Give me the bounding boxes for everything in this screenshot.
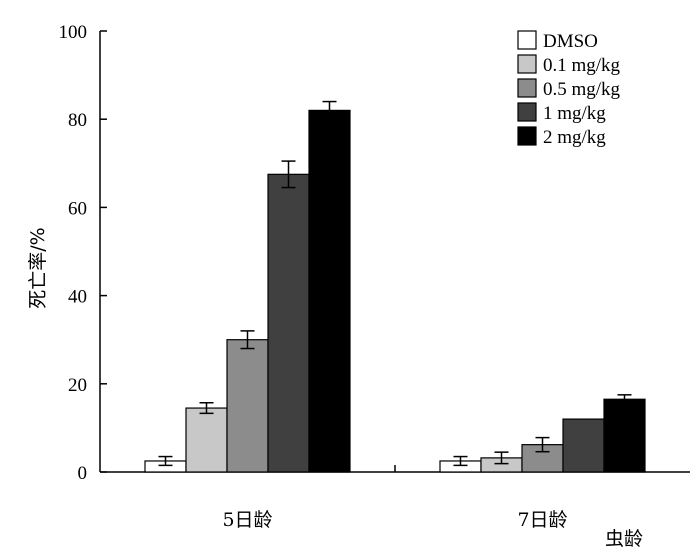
legend-swatch <box>517 102 537 122</box>
y-tick-label: 80 <box>68 110 87 131</box>
legend-label: 0.1 mg/kg <box>543 55 621 76</box>
legend-label: DMSO <box>543 31 598 52</box>
legend-swatch <box>517 54 537 74</box>
legend-swatch <box>517 78 537 98</box>
legend-label: 0.5 mg/kg <box>543 79 621 100</box>
bar <box>267 173 310 473</box>
y-tick-label: 100 <box>59 22 88 43</box>
legend-label: 2 mg/kg <box>543 127 606 148</box>
legend-label: 1 mg/kg <box>543 103 606 124</box>
bar-series: 5日龄 7日龄 <box>144 100 646 531</box>
y-axis-title: 死亡率/% <box>27 227 49 308</box>
y-tick-label: 20 <box>68 375 87 396</box>
legend: DMSO 0.1 mg/kg 0.5 mg/kg 1 mg/kg 2 mg/kg <box>517 30 621 148</box>
bar <box>603 398 646 473</box>
bar <box>562 418 605 473</box>
legend-swatch <box>517 126 537 146</box>
bar <box>226 339 269 473</box>
category-label: 5日龄 <box>222 509 272 531</box>
y-tick-label: 60 <box>68 198 87 219</box>
legend-swatch <box>517 30 537 50</box>
category-label: 7日龄 <box>517 509 567 531</box>
bar <box>185 407 228 473</box>
y-tick-label: 40 <box>68 287 87 308</box>
y-tick-label: 0 <box>78 463 88 484</box>
bar <box>308 109 351 473</box>
x-axis-title: 虫龄 <box>605 528 643 550</box>
